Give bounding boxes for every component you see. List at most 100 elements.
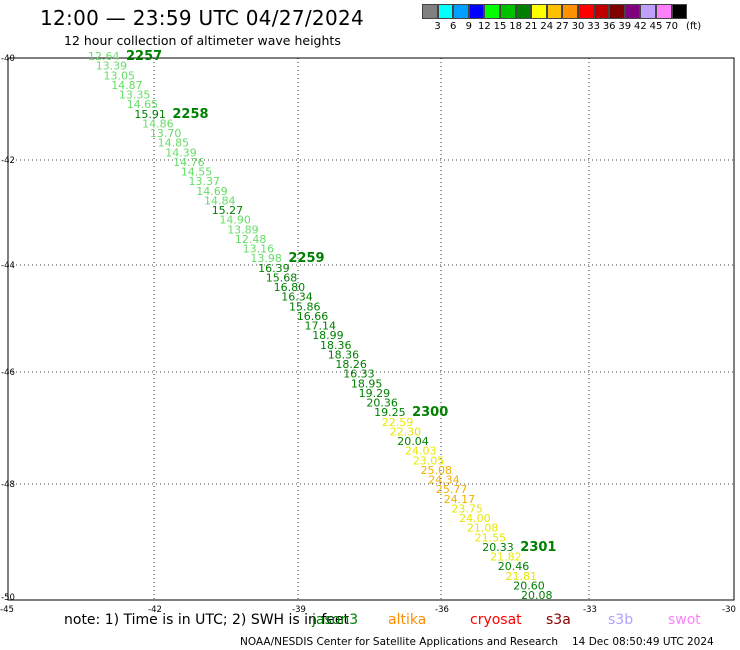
- map-frame: [7, 57, 735, 601]
- satellite-label: cryosat: [470, 612, 522, 628]
- wave-height-value: 14.90: [219, 214, 251, 227]
- legend-swatch: [671, 4, 688, 19]
- wave-height-value: 18.36: [320, 339, 352, 352]
- wave-height-value: 18.36: [328, 348, 360, 361]
- legend-label: 36: [602, 21, 616, 32]
- wave-height-value: 13.70: [150, 127, 182, 140]
- wave-height-value: 16.39: [258, 262, 290, 275]
- legend-swatch: [546, 4, 563, 19]
- legend-swatch: [640, 4, 656, 19]
- legend-label: 42: [634, 21, 647, 32]
- legend-swatch: [422, 4, 438, 19]
- credits: NOAA/NESDIS Center for Satellite Applica…: [240, 636, 714, 648]
- wave-height-value: 23.75: [451, 502, 483, 515]
- wave-height-value: 18.95: [351, 377, 383, 390]
- wave-height-value: 14.85: [158, 137, 190, 150]
- latitude-label: -46: [1, 368, 15, 378]
- wave-height-value: 13.35: [119, 89, 150, 102]
- legend-swatch: [484, 4, 500, 19]
- legend-swatch: [437, 4, 454, 19]
- longitude-label: -30: [722, 605, 736, 615]
- longitude-label: -36: [435, 605, 449, 615]
- legend-unit: (ft): [686, 21, 702, 32]
- latitude-label: -40: [1, 54, 15, 64]
- wave-height-value: 14.87: [111, 79, 143, 92]
- legend-swatches: [422, 4, 740, 19]
- wave-height-value: 14.69: [196, 185, 228, 198]
- wave-height-value: 18.99: [312, 329, 344, 342]
- wave-height-value: 19.29: [359, 387, 391, 400]
- latitude-label: -44: [1, 261, 15, 271]
- legend-swatch: [655, 4, 672, 19]
- wave-height-value: 20.46: [498, 560, 530, 573]
- legend-swatch: [577, 4, 594, 19]
- legend-label: 9: [465, 21, 472, 32]
- legend-label: 33: [587, 21, 600, 32]
- legend-swatch: [609, 4, 625, 19]
- wave-height-value: 24.00: [459, 512, 491, 525]
- legend-swatch: [562, 4, 578, 19]
- satellite-label: s3b: [608, 612, 634, 628]
- longitude-label: -39: [292, 605, 306, 615]
- wave-height-legend: 3 6 9 12 15 18 21 24 27 30 33 36 39 42 45 70 (ft): [422, 4, 740, 33]
- wave-height-value: 20.33: [482, 541, 514, 554]
- legend-swatch: [499, 4, 516, 19]
- map-subtitle: 12 hour collection of altimeter wave hei…: [64, 33, 341, 48]
- wave-height-value: 14.39: [165, 146, 197, 159]
- wave-height-value: 16.33: [343, 368, 375, 381]
- wave-height-value: 24.03: [405, 445, 437, 458]
- org-credit: NOAA/NESDIS Center for Satellite Applica…: [240, 636, 558, 648]
- wave-height-value: 24.34: [428, 474, 460, 487]
- wave-height-value: 16.80: [274, 281, 306, 294]
- latitude-label: -50: [1, 593, 15, 603]
- legend-label: 39: [618, 21, 632, 32]
- wave-height-value: 13.16: [243, 243, 275, 256]
- wave-height-value: 15.68: [266, 271, 298, 284]
- latitude-label: -48: [1, 480, 15, 490]
- wave-height-value: 15.86: [289, 300, 321, 313]
- wave-height-value: 14.65: [127, 98, 159, 111]
- wave-height-value: 14.86: [142, 117, 174, 130]
- time-label: 2300: [412, 405, 448, 420]
- axis-labels: -40 -42 -44 -46 -48 -50 -45 -42 -39 -36 -33 -30: [0, 54, 736, 615]
- latitude-label: -42: [1, 156, 15, 166]
- legend-labels: 3 6 9 12 15 18 21 24 27 30 33 36 39 42 45 70 (ft): [422, 19, 740, 33]
- wave-height-value: 22.30: [390, 425, 422, 438]
- time-labels: 2257 2258 2259 2300 2301: [126, 49, 556, 555]
- wave-height-value: 14.76: [173, 156, 205, 169]
- wave-height-value: 14.55: [181, 166, 213, 179]
- time-label: 2301: [520, 540, 556, 555]
- graticule: [8, 58, 734, 600]
- wave-height-value: 13.89: [227, 223, 259, 236]
- longitude-label: -42: [148, 605, 162, 615]
- map-title: 12:00 — 23:59 UTC 04/27/2024: [40, 6, 365, 30]
- wave-height-value: 21.55: [475, 531, 507, 544]
- legend-swatch: [468, 4, 485, 19]
- legend-swatch: [515, 4, 532, 19]
- legend-label: 30: [571, 21, 585, 32]
- wave-height-value: 21.82: [490, 551, 521, 564]
- wave-height-value: 15.27: [212, 204, 244, 217]
- legend-swatch: [453, 4, 469, 19]
- wave-height-value: 20.08: [521, 589, 553, 602]
- generated-timestamp: 14 Dec 08:50:49 UTC 2024: [572, 636, 714, 648]
- wave-height-value: 25.08: [421, 464, 453, 477]
- wave-height-value: 13.98: [250, 252, 282, 265]
- legend-label: 12: [478, 21, 491, 32]
- legend-label: 15: [493, 21, 507, 32]
- wave-height-value: 20.04: [397, 435, 429, 448]
- legend-label: 70: [665, 21, 678, 32]
- legend-label: 45: [649, 21, 663, 32]
- legend-label: 18: [509, 21, 522, 32]
- legend-swatch: [624, 4, 641, 19]
- wave-height-value: 13.39: [96, 60, 128, 73]
- satellite-label: altika: [388, 612, 427, 628]
- wave-height-value: 22.59: [382, 416, 414, 429]
- longitude-label: -45: [0, 605, 14, 615]
- wave-height-value: 14.84: [204, 194, 236, 207]
- wave-height-value: 16.34: [281, 291, 313, 304]
- wave-height-value: 24.17: [444, 493, 476, 506]
- wave-height-value: 12.64: [88, 50, 120, 63]
- wave-height-value: 25.77: [436, 483, 468, 496]
